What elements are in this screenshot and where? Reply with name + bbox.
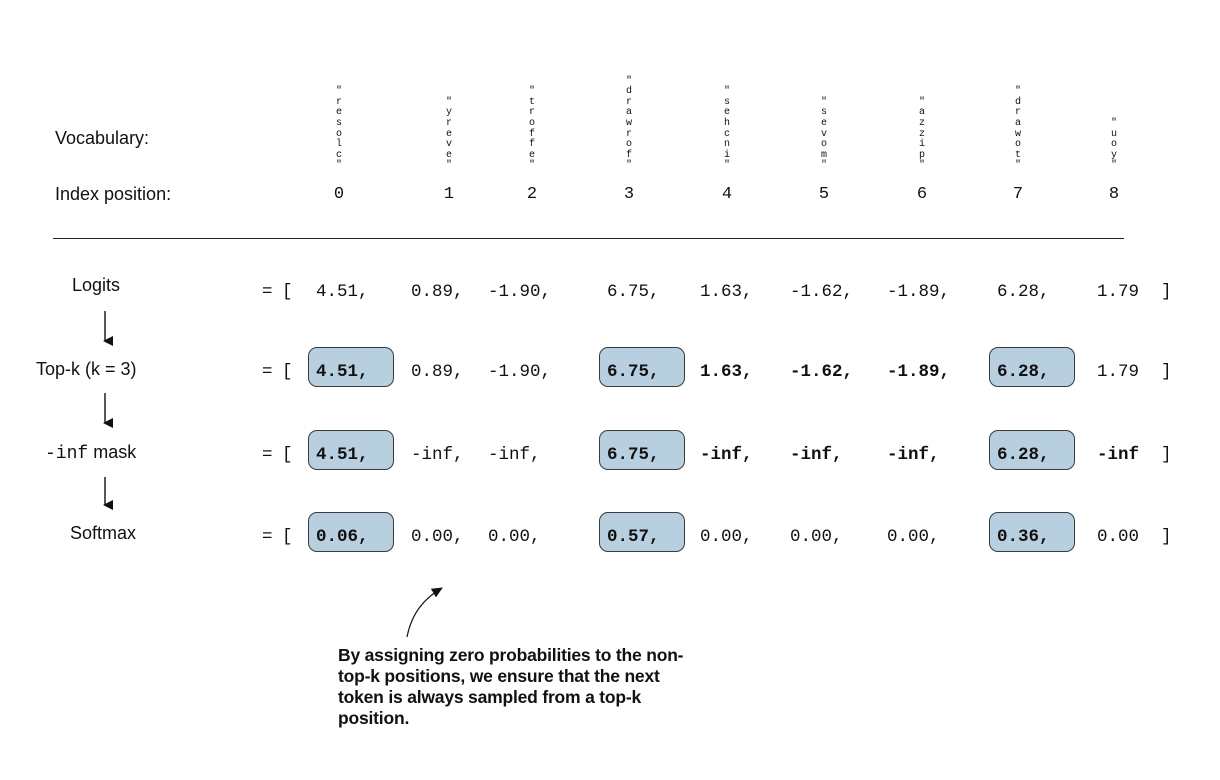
index-position: 6 <box>916 185 928 204</box>
vocabulary-token: " d r a w r o f " <box>625 75 632 172</box>
softmax-label: Softmax <box>70 523 137 543</box>
logits-value: -1.62, <box>790 282 854 302</box>
index-position: 8 <box>1108 185 1120 204</box>
mask-value: -inf, <box>790 445 843 465</box>
close-bracket: ] <box>1161 445 1172 465</box>
softmax-value: 0.00, <box>700 527 753 547</box>
mask-value: -inf, <box>887 445 940 465</box>
mask-label-code: -inf <box>45 444 89 464</box>
close-bracket: ] <box>1161 362 1172 382</box>
mask-value: 6.28, <box>997 445 1050 465</box>
logits-value: 0.89, <box>411 282 464 302</box>
open-bracket: [ <box>282 362 293 382</box>
close-bracket: ] <box>1161 527 1172 547</box>
open-bracket: [ <box>282 282 293 302</box>
highlight-box <box>308 347 394 387</box>
equals-sign: = <box>262 282 273 302</box>
open-bracket: [ <box>282 445 293 465</box>
highlight-box <box>599 512 685 552</box>
equals-sign: = <box>262 527 273 547</box>
open-bracket: [ <box>282 527 293 547</box>
softmax-value: 0.57, <box>607 527 660 547</box>
topk-value: -1.90, <box>488 362 552 382</box>
mask-label-text: mask <box>88 442 137 462</box>
vocabulary-token: " y r e v e " <box>445 96 452 172</box>
index-position: 1 <box>443 185 455 204</box>
annotation-text: By assigning zero probabilities to the n… <box>338 645 684 728</box>
logits-value: 4.51, <box>316 282 369 302</box>
index-position: 3 <box>623 185 635 204</box>
topk-value: 1.79 <box>1097 362 1140 382</box>
topk-label: Top-k (k = 3) <box>36 359 137 379</box>
logits-value: 1.63, <box>700 282 753 302</box>
softmax-value: 0.00, <box>790 527 843 547</box>
close-bracket: ] <box>1161 282 1172 302</box>
vocabulary-token: " u o y " <box>1110 118 1117 172</box>
logits-value: 6.75, <box>607 282 660 302</box>
logits-value: -1.90, <box>488 282 552 302</box>
vocabulary-token: " a z z i p " <box>918 96 925 172</box>
topk-value: -1.62, <box>790 362 854 382</box>
logits-value: 6.28, <box>997 282 1050 302</box>
highlight-box <box>308 430 394 470</box>
topk-value: 1.63, <box>700 362 753 382</box>
mask-label: -inf mask <box>45 442 136 464</box>
mask-value: -inf <box>1097 445 1140 465</box>
vocabulary-token: " d r a w o t " <box>1014 86 1021 172</box>
equals-sign: = <box>262 445 273 465</box>
mask-value: -inf, <box>488 445 541 465</box>
index-position: 7 <box>1012 185 1024 204</box>
softmax-value: 0.36, <box>997 527 1050 547</box>
vocabulary-label: Vocabulary: <box>55 128 150 148</box>
topk-value: 6.75, <box>607 362 660 382</box>
vocabulary-token: " s e v o m " <box>820 96 827 172</box>
logits-value: 1.79 <box>1097 282 1140 302</box>
topk-value: -1.89, <box>887 362 951 382</box>
index-position-label: Index position: <box>55 184 172 204</box>
annotation-pointer-icon <box>406 587 443 638</box>
index-position: 2 <box>526 185 538 204</box>
divider-line <box>53 238 1124 240</box>
mask-value: 6.75, <box>607 445 660 465</box>
mask-value: -inf, <box>700 445 753 465</box>
index-position: 0 <box>333 185 345 204</box>
softmax-value: 0.00, <box>887 527 940 547</box>
highlight-box <box>989 430 1075 470</box>
vocabulary-token: " r e s o l c " <box>335 86 342 172</box>
highlight-box <box>308 512 394 552</box>
softmax-value: 0.00 <box>1097 527 1140 547</box>
softmax-value: 0.00, <box>488 527 541 547</box>
softmax-value: 0.00, <box>411 527 464 547</box>
topk-value: 4.51, <box>316 362 369 382</box>
highlight-box <box>599 430 685 470</box>
index-position: 5 <box>818 185 830 204</box>
index-position: 4 <box>721 185 733 204</box>
highlight-box <box>989 347 1075 387</box>
softmax-value: 0.06, <box>316 527 369 547</box>
mask-value: 4.51, <box>316 445 369 465</box>
logits-value: -1.89, <box>887 282 951 302</box>
equals-sign: = <box>262 362 273 382</box>
mask-value: -inf, <box>411 445 464 465</box>
topk-value: 0.89, <box>411 362 464 382</box>
vocabulary-token: " t r o f f e " <box>528 86 535 172</box>
topk-value: 6.28, <box>997 362 1050 382</box>
highlight-box <box>989 512 1075 552</box>
highlight-box <box>599 347 685 387</box>
vocabulary-token: " s e h c n i " <box>723 86 730 172</box>
logits-label: Logits <box>72 275 121 295</box>
